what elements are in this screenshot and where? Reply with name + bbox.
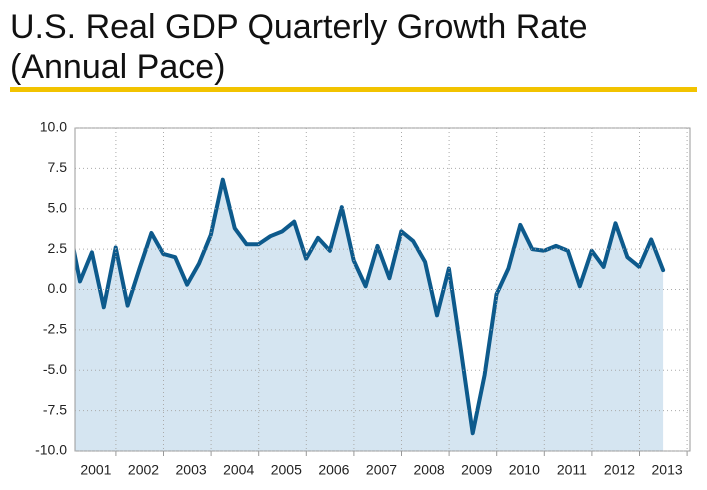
x-tick-label: 2003 — [176, 462, 207, 478]
area — [75, 179, 664, 451]
x-tick-label: 2002 — [128, 462, 159, 478]
chart-title: U.S. Real GDP Quarterly Growth Rate — [10, 8, 588, 46]
y-tick-label: 0.0 — [48, 280, 68, 296]
y-tick-label: 2.5 — [48, 240, 68, 256]
y-tick-label: -10.0 — [35, 442, 67, 458]
y-tick-label: 10.0 — [40, 119, 67, 135]
x-tick-label: 2007 — [366, 462, 397, 478]
x-tick-label: 2001 — [80, 462, 111, 478]
x-tick-label: 2008 — [414, 462, 445, 478]
x-tick-label: 2006 — [318, 462, 349, 478]
y-tick-label: -2.5 — [43, 321, 67, 337]
title-rule — [10, 87, 697, 92]
x-tick-label: 2013 — [652, 462, 683, 478]
y-tick-label: -5.0 — [43, 361, 67, 377]
x-tick-label: 2012 — [604, 462, 635, 478]
x-tick-label: 2009 — [461, 462, 492, 478]
x-tick-label: 2011 — [557, 462, 587, 478]
y-tick-label: 7.5 — [48, 159, 68, 175]
y-tick-label: -7.5 — [43, 401, 67, 417]
chart-subtitle: (Annual Pace) — [10, 48, 225, 86]
y-tick-label: 5.0 — [48, 199, 68, 215]
x-tick-label: 2004 — [223, 462, 254, 478]
x-tick-label: 2010 — [509, 462, 540, 478]
plot-area — [75, 177, 666, 451]
x-tick-label: 2005 — [271, 462, 302, 478]
